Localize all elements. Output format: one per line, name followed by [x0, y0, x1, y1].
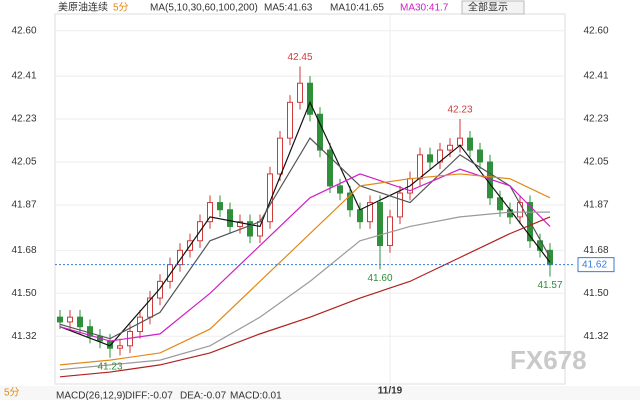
candle-body	[477, 149, 483, 163]
y-tick-label: 42.05	[11, 157, 36, 168]
extreme-label: 41.23	[97, 361, 122, 372]
candle-body	[357, 209, 363, 223]
y-tick-label: 42.23	[11, 114, 36, 125]
show-all-button[interactable]	[461, 0, 525, 15]
candle-body	[467, 137, 473, 151]
macd: MACD:0.01	[230, 391, 282, 400]
ma10: MA10:41.65	[330, 3, 384, 14]
candle-body	[77, 316, 83, 328]
ma-line	[59, 100, 551, 347]
candle-body	[367, 202, 373, 223]
candle-body	[447, 144, 453, 151]
candle-body	[227, 209, 233, 227]
y-tick-label-right: 41.87	[583, 200, 608, 211]
y-tick-label: 41.32	[11, 331, 36, 342]
candle-body	[277, 137, 283, 175]
ma-line	[59, 173, 551, 366]
y-tick-label: 41.68	[11, 245, 36, 256]
y-tick-label: 42.41	[11, 71, 36, 82]
watermark: FX678	[510, 345, 587, 375]
candle-body	[457, 137, 463, 146]
extreme-label: 41.60	[367, 273, 392, 284]
extreme-label: 42.23	[447, 105, 472, 116]
footer-bar	[0, 386, 640, 400]
candle-body	[217, 202, 223, 211]
ma30: MA30:41.7	[400, 3, 449, 14]
extreme-label: 41.57	[537, 280, 562, 291]
candle-body	[167, 264, 173, 282]
ma-label: MA(5,10,30,60,100,200)	[150, 3, 258, 14]
candle-body	[547, 249, 553, 266]
symbol: 美原油连续	[58, 1, 108, 14]
candle-body	[117, 345, 123, 349]
candle-body	[57, 316, 63, 323]
ma-line	[59, 168, 551, 342]
candle-body	[337, 185, 343, 194]
candle-body	[257, 221, 263, 237]
candle-body	[297, 82, 303, 103]
candle-body	[507, 209, 513, 218]
y-tick-label: 41.50	[11, 288, 36, 299]
candle-body	[207, 202, 213, 223]
plot-frame	[54, 13, 566, 385]
y-tick-label-right: 41.32	[583, 331, 608, 342]
candle-body	[247, 221, 253, 237]
candle-body	[67, 316, 73, 323]
y-tick-label-right: 41.68	[583, 245, 608, 256]
candle-body	[267, 173, 273, 223]
candle-body	[347, 192, 353, 211]
y-tick-label-right: 42.05	[583, 157, 608, 168]
candle-body	[427, 154, 433, 163]
candle-body	[317, 113, 323, 151]
dea: DEA:-0.07	[180, 391, 227, 400]
candle-body	[417, 154, 423, 180]
y-tick-label-right: 42.23	[583, 114, 608, 125]
candle-body	[237, 221, 243, 227]
extreme-label: 42.45	[287, 52, 312, 63]
y-tick-label-right: 42.41	[583, 71, 608, 82]
ma-line	[59, 137, 551, 340]
last-price-box	[577, 257, 615, 273]
candle-body	[307, 82, 313, 115]
candle-body	[147, 297, 153, 318]
x-tick-label: 11/19	[378, 386, 403, 397]
period[interactable]: 5分	[113, 2, 129, 14]
y-tick-label-right: 42.60	[583, 25, 608, 36]
ma-line	[59, 211, 550, 371]
ma-line	[59, 216, 551, 378]
candle-body	[327, 149, 333, 187]
ma5: MA5:41.63	[264, 3, 313, 14]
candle-body	[287, 101, 293, 139]
candle-body	[377, 202, 383, 247]
show-all[interactable]: 全部显示	[468, 1, 508, 14]
footer-period[interactable]: 5分	[4, 387, 20, 399]
candle-body	[87, 326, 93, 337]
diff: DIFF:-0.07	[125, 391, 173, 400]
candle-body	[397, 192, 403, 218]
macd-label: MACD(26,12,9)	[56, 391, 125, 400]
last-price-label: 41.62	[582, 259, 607, 270]
y-tick-label: 42.60	[11, 25, 36, 36]
y-tick-label: 41.87	[11, 200, 36, 211]
candle-body	[157, 280, 163, 299]
y-tick-label-right: 41.50	[583, 288, 608, 299]
